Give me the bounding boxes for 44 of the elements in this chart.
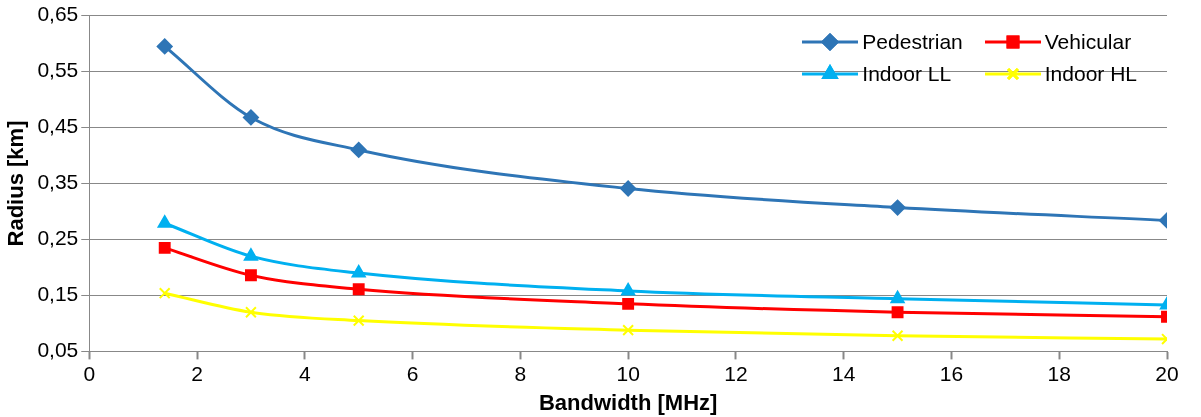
x-tick-label: 8: [514, 361, 527, 385]
x-tick-label: 16: [939, 361, 964, 385]
point: [620, 180, 637, 197]
point: [156, 38, 173, 55]
y-axis-title: Radius [km]: [3, 120, 29, 247]
y-tick-label: 0,25: [37, 226, 79, 250]
y-tick-label: 0,55: [37, 58, 79, 82]
y-tick-label: 0,05: [37, 338, 79, 362]
point: [244, 269, 257, 282]
x-tick-label: 4: [298, 361, 311, 385]
point: [352, 314, 365, 327]
point: [350, 141, 367, 158]
point: [622, 297, 635, 310]
point: [890, 290, 905, 304]
x-tick-label: 18: [1047, 361, 1071, 385]
point: [351, 265, 366, 278]
point: [889, 199, 906, 216]
x-tick-label: 10: [616, 361, 640, 385]
point: [621, 282, 636, 296]
x-tick-label: 12: [724, 361, 748, 385]
point: [352, 283, 365, 296]
point: [891, 306, 904, 319]
x-tick-label: 2: [191, 361, 203, 385]
legend-label: Pedestrian: [862, 29, 963, 54]
legend-label: Vehicular: [1044, 29, 1132, 54]
y-tick-label: 0,45: [37, 114, 79, 138]
point: [158, 241, 171, 254]
x-axis-title: Bandwidth [MHz]: [538, 389, 718, 415]
x-tick-label: 6: [406, 361, 419, 385]
x-tick-label: 20: [1155, 361, 1179, 385]
x-tick-label: 0: [83, 361, 96, 385]
point: [622, 324, 635, 337]
point: [243, 248, 258, 261]
point: [244, 306, 257, 319]
y-tick-label: 0,15: [37, 282, 79, 306]
x-tick-label: 14: [832, 361, 856, 385]
y-tick-label: 0,65: [37, 2, 79, 26]
point: [242, 109, 259, 126]
legend-label: Indoor LL: [862, 61, 952, 86]
legend-label: Indoor HL: [1044, 61, 1137, 86]
point: [158, 287, 171, 300]
point: [157, 215, 172, 228]
point: [891, 329, 904, 342]
y-tick-label: 0,35: [37, 170, 79, 194]
